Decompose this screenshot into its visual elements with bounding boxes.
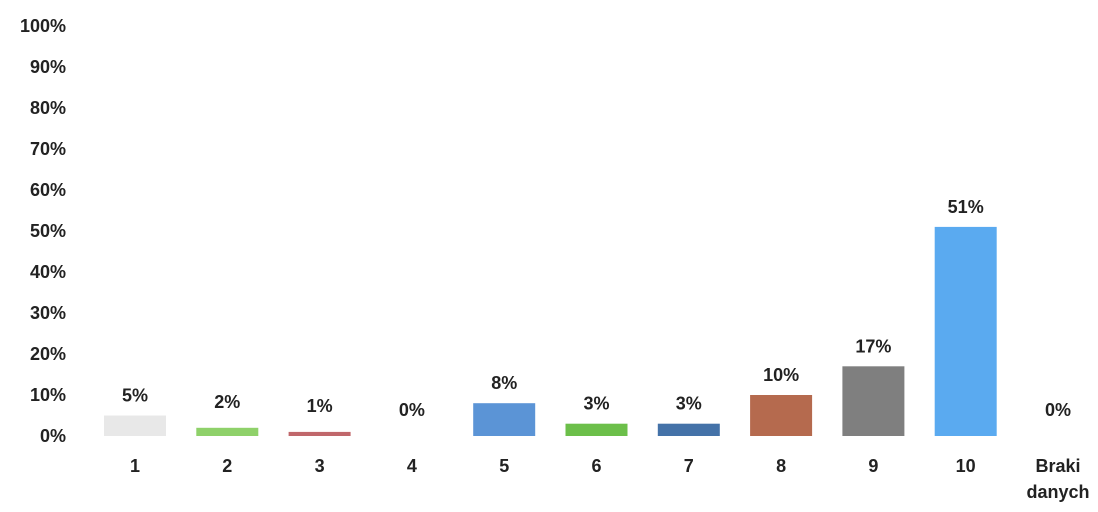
bar [657, 423, 720, 436]
data-label: 51% [948, 197, 984, 217]
x-tick-label: 1 [130, 456, 140, 476]
data-label: 17% [855, 336, 891, 356]
data-label: 0% [399, 400, 425, 420]
bars [104, 226, 997, 436]
x-tick-label: 9 [868, 456, 878, 476]
data-label: 3% [583, 394, 609, 414]
y-tick-label: 70% [30, 139, 66, 159]
y-tick-label: 20% [30, 344, 66, 364]
bar [196, 427, 259, 436]
bar [473, 403, 536, 436]
x-tick-label: 6 [591, 456, 601, 476]
x-tick-label: 4 [407, 456, 417, 476]
x-tick-label: 5 [499, 456, 509, 476]
data-label: 1% [307, 396, 333, 416]
y-tick-label: 10% [30, 385, 66, 405]
x-tick-label: Braki danych [1026, 456, 1089, 502]
data-label: 5% [122, 386, 148, 406]
x-tick-label: 8 [776, 456, 786, 476]
x-tick-label: 2 [222, 456, 232, 476]
x-tick-label: 7 [684, 456, 694, 476]
y-axis: 0% 10% 20% 30% 40% 50% 60% 70% 80% 90% 100% [20, 16, 66, 446]
bar [104, 415, 166, 436]
bar [842, 366, 905, 436]
bar [288, 431, 351, 436]
y-tick-label: 60% [30, 180, 66, 200]
data-label: 2% [214, 392, 240, 412]
x-tick-label: 10 [956, 456, 976, 476]
data-label: 8% [491, 373, 517, 393]
data-label: 10% [763, 365, 799, 385]
data-label: 0% [1045, 400, 1071, 420]
x-axis: 1 2 3 4 5 6 7 8 9 10 Braki danych [130, 456, 1090, 502]
y-tick-label: 30% [30, 303, 66, 323]
bar [565, 423, 628, 436]
bar [934, 226, 997, 436]
data-label: 3% [676, 394, 702, 414]
x-tick-label: 3 [315, 456, 325, 476]
y-tick-label: 90% [30, 57, 66, 77]
y-tick-label: 0% [40, 426, 66, 446]
data-labels: 5% 2% 1% 0% 8% 3% 3% 10% 17% 51% 0% [122, 197, 1071, 420]
y-tick-label: 50% [30, 221, 66, 241]
bar [750, 395, 813, 436]
y-tick-label: 80% [30, 98, 66, 118]
y-tick-label: 40% [30, 262, 66, 282]
y-tick-label: 100% [20, 16, 66, 36]
